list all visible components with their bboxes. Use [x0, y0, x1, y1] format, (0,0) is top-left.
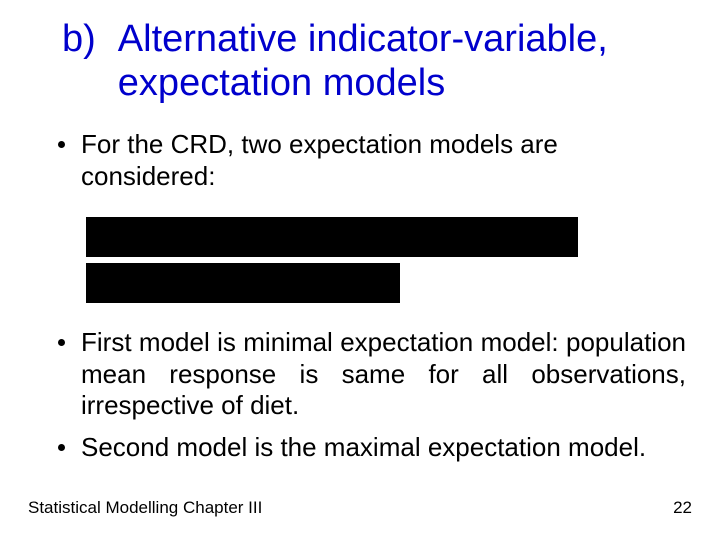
bullet-dot-icon	[58, 339, 65, 346]
bullet-text: Second model is the maximal expectation …	[81, 432, 686, 464]
bullet-item: For the CRD, two expectation models are …	[58, 129, 686, 192]
bullet-item: First model is minimal expectation model…	[58, 327, 686, 422]
redaction-bar	[86, 263, 400, 303]
bullet-dot-icon	[58, 444, 65, 451]
slide-footer: Statistical Modelling Chapter III 22	[0, 498, 720, 518]
slide-body: For the CRD, two expectation models are …	[28, 129, 692, 463]
bullet-text: First model is minimal expectation model…	[81, 327, 686, 422]
title-text: Alternative indicator-variable, expectat…	[118, 18, 692, 105]
slide: b) Alternative indicator-variable, expec…	[0, 0, 720, 540]
footer-left: Statistical Modelling Chapter III	[28, 498, 262, 518]
bullet-dot-icon	[58, 141, 65, 148]
slide-title: b) Alternative indicator-variable, expec…	[28, 18, 692, 105]
bullet-item: Second model is the maximal expectation …	[58, 432, 686, 464]
redaction-bar	[86, 217, 578, 257]
bullet-text: For the CRD, two expectation models are …	[81, 129, 686, 192]
title-list-marker: b)	[62, 18, 96, 62]
redacted-block	[58, 203, 686, 327]
slide-number: 22	[673, 498, 692, 518]
